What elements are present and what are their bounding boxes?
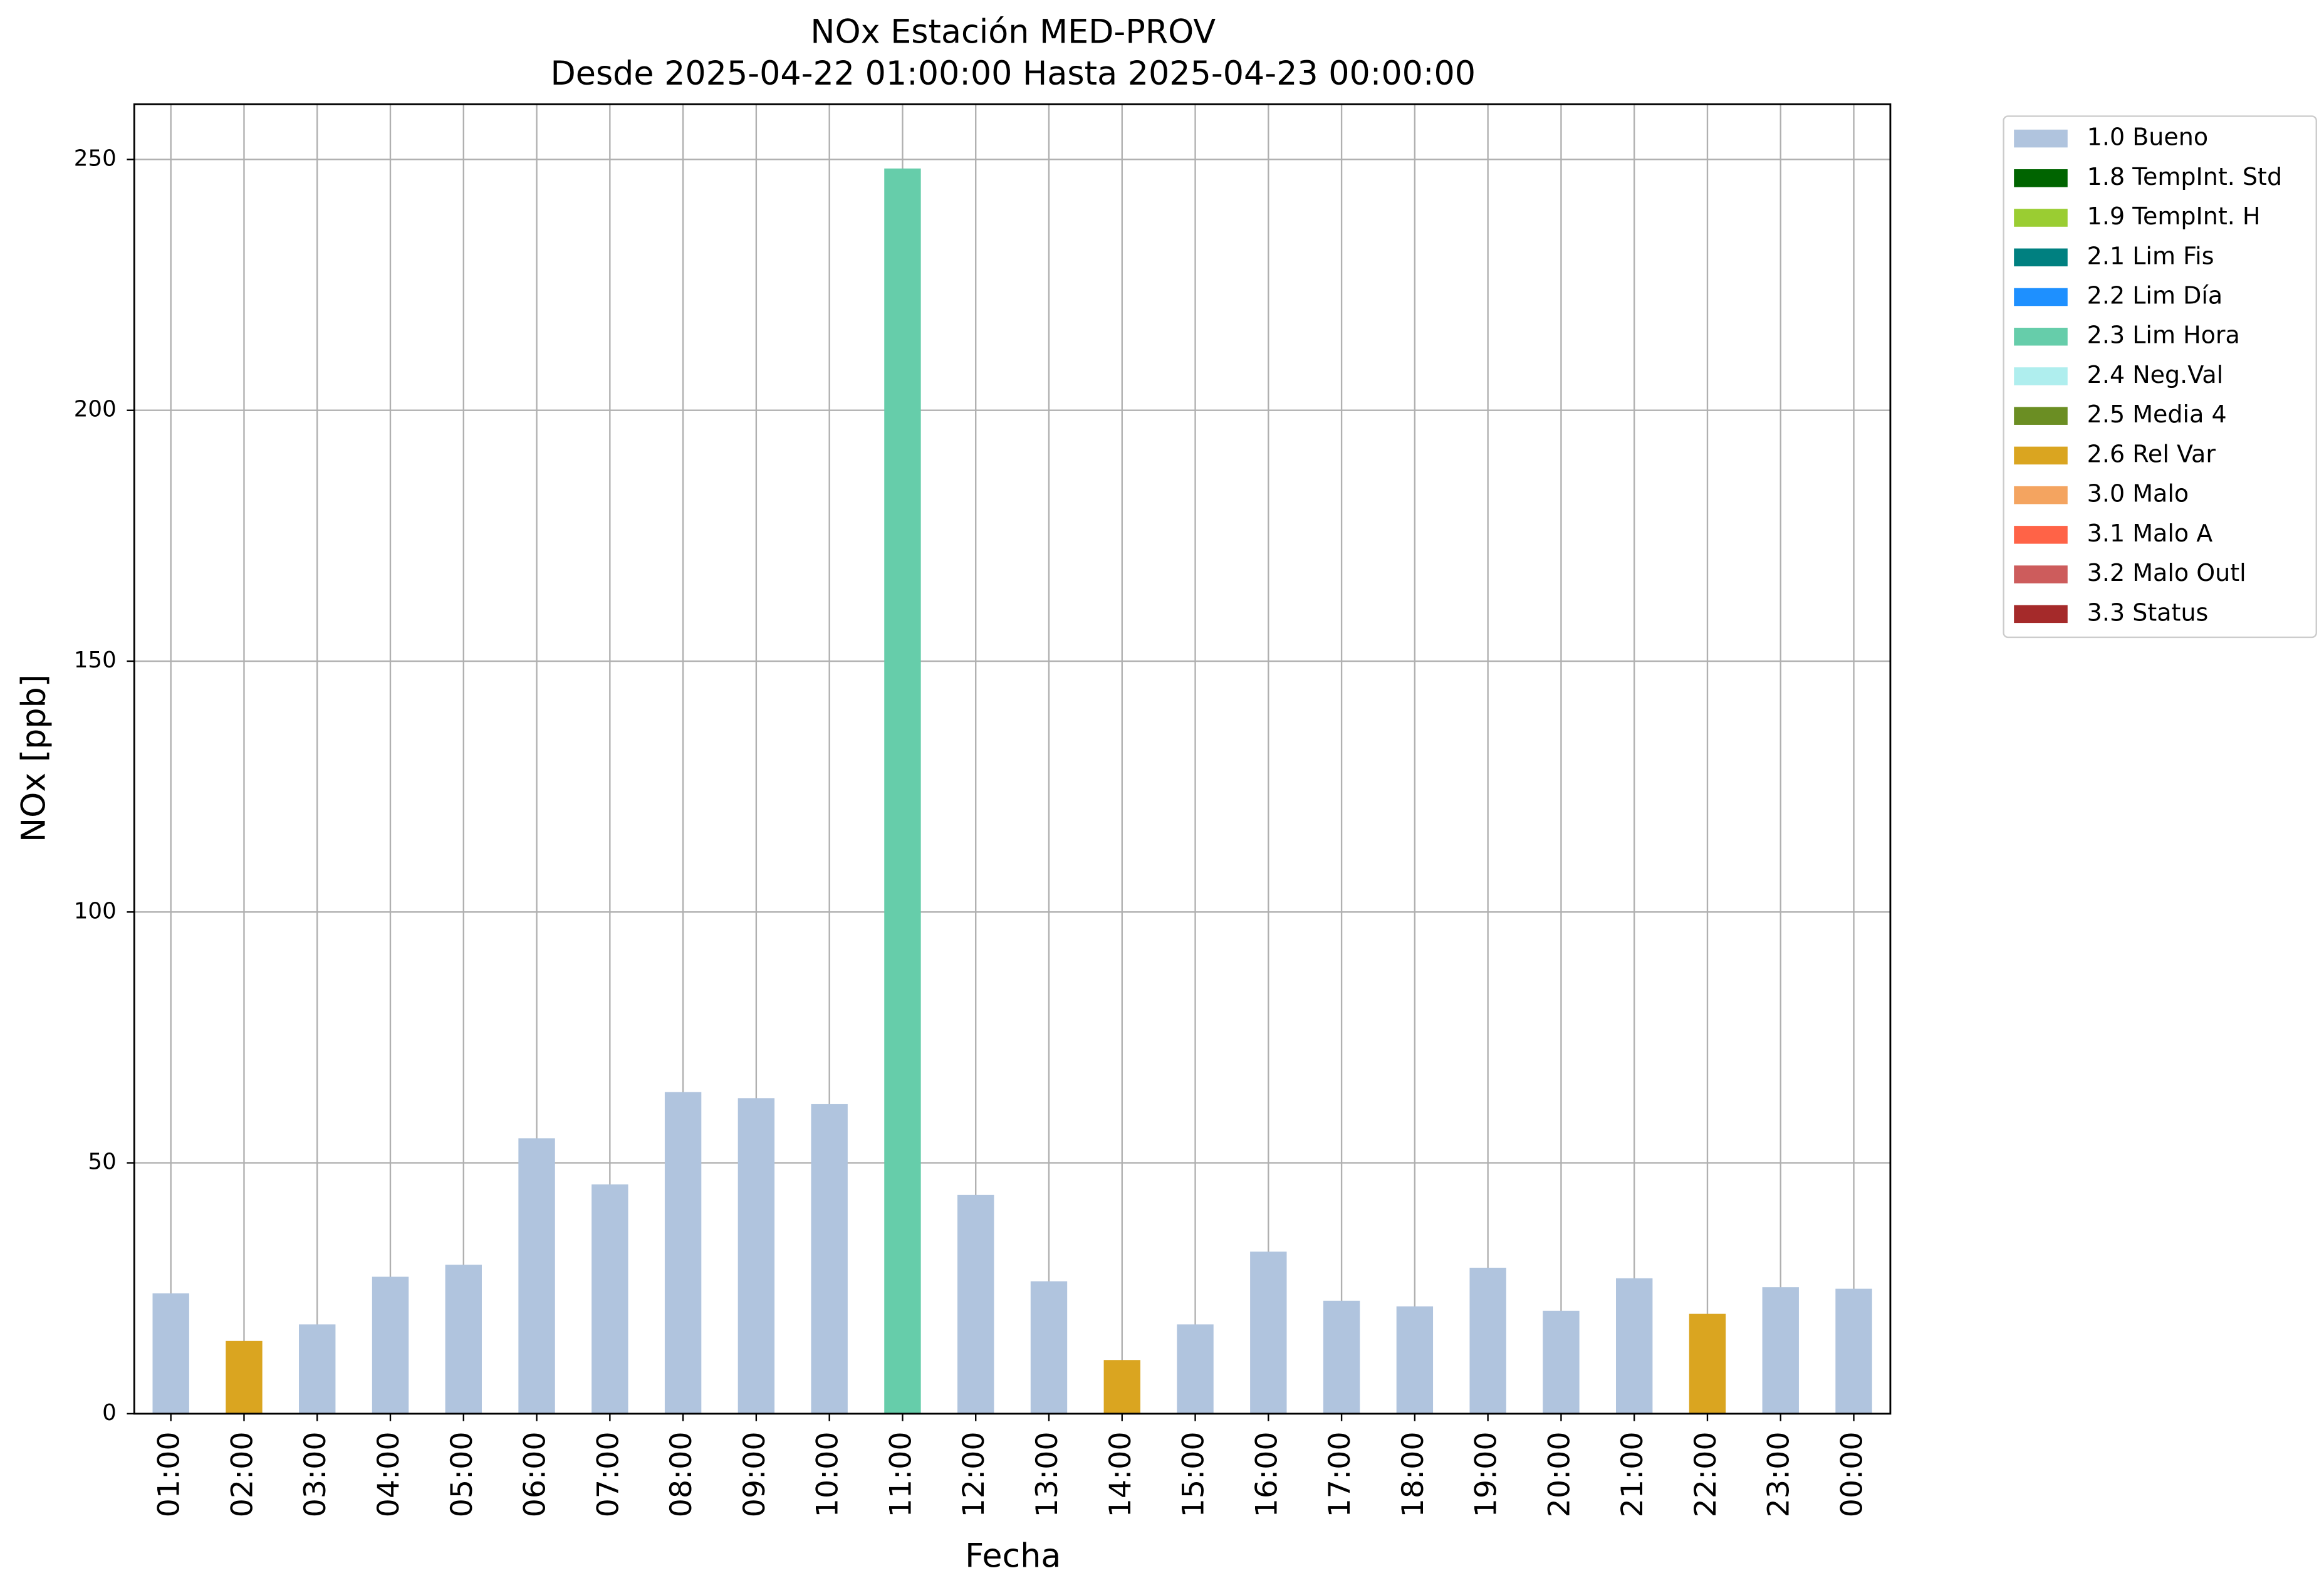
- bar: [1030, 1281, 1068, 1414]
- legend-label: 1.0 Bueno: [2087, 123, 2208, 151]
- bar: [299, 1324, 336, 1414]
- x-tick-label: 15:00: [1177, 1431, 1211, 1517]
- x-tick-label: 17:00: [1323, 1431, 1357, 1517]
- legend-label: 3.0 Malo: [2087, 480, 2189, 508]
- x-tick-label: 01:00: [152, 1431, 187, 1517]
- plot-frame: [133, 103, 1892, 1415]
- x-tick-label: 07:00: [591, 1431, 625, 1517]
- legend-swatch: [2014, 169, 2068, 187]
- bar: [811, 1104, 848, 1414]
- bar: [1250, 1251, 1287, 1414]
- legend-swatch: [2014, 288, 2068, 306]
- y-tick-label: 250: [74, 145, 117, 171]
- legend-label: 2.4 Neg.Val: [2087, 361, 2224, 389]
- legend-label: 3.2 Malo Outl: [2087, 559, 2246, 587]
- x-tick-label: 21:00: [1615, 1431, 1650, 1517]
- x-tick-label: 14:00: [1103, 1431, 1138, 1517]
- bar: [1103, 1360, 1140, 1414]
- x-tick-label: 03:00: [298, 1431, 333, 1517]
- x-tick-label: 04:00: [372, 1431, 406, 1517]
- bar: [1396, 1306, 1434, 1414]
- legend-swatch: [2014, 327, 2068, 346]
- y-tick-label: 0: [102, 1400, 117, 1426]
- legend-swatch: [2014, 407, 2068, 425]
- x-tick-label: 06:00: [518, 1431, 553, 1517]
- y-tick-label: 100: [74, 898, 117, 924]
- bar: [445, 1265, 482, 1414]
- bar: [737, 1098, 775, 1414]
- y-axis-label: NOx [ppb]: [14, 674, 53, 842]
- x-tick-label: 10:00: [811, 1431, 845, 1517]
- x-tick-label: 20:00: [1542, 1431, 1576, 1517]
- chart-title: NOx Estación MED-PROV: [810, 13, 1216, 51]
- bar: [591, 1184, 628, 1414]
- bar: [664, 1092, 702, 1414]
- legend-label: 1.9 TempInt. H: [2087, 202, 2261, 230]
- legend-swatch: [2014, 565, 2068, 583]
- legend-swatch: [2014, 367, 2068, 385]
- x-tick-label: 11:00: [883, 1431, 918, 1517]
- legend-swatch: [2014, 248, 2068, 267]
- bar: [957, 1194, 994, 1414]
- legend-swatch: [2014, 129, 2068, 148]
- bar: [1323, 1300, 1360, 1414]
- legend-swatch: [2014, 486, 2068, 504]
- legend-swatch: [2014, 526, 2068, 544]
- legend-label: 2.3 Lim Hora: [2087, 321, 2240, 349]
- bar: [1469, 1267, 1506, 1414]
- y-tick-label: 150: [74, 647, 117, 673]
- bar: [1835, 1288, 1872, 1414]
- chart-subtitle: Desde 2025-04-22 01:00:00 Hasta 2025-04-…: [551, 55, 1476, 93]
- legend-box: [2003, 115, 2317, 639]
- legend-label: 2.2 Lim Día: [2087, 281, 2223, 309]
- x-tick-label: 02:00: [225, 1431, 259, 1517]
- x-tick-label: 09:00: [737, 1431, 772, 1517]
- x-tick-label: 19:00: [1469, 1431, 1504, 1517]
- bar: [884, 168, 921, 1414]
- legend-label: 2.6 Rel Var: [2087, 440, 2216, 468]
- legend-label: 2.1 Lim Fis: [2087, 242, 2214, 269]
- y-tick-label: 200: [74, 397, 117, 422]
- x-tick-label: 23:00: [1762, 1431, 1796, 1517]
- bar: [518, 1138, 555, 1414]
- legend-swatch: [2014, 209, 2068, 227]
- x-tick-label: 05:00: [445, 1431, 479, 1517]
- bar: [1689, 1314, 1726, 1414]
- x-tick-label: 08:00: [664, 1431, 699, 1517]
- legend-swatch: [2014, 605, 2068, 624]
- x-tick-label: 12:00: [957, 1431, 991, 1517]
- legend-label: 3.3 Status: [2087, 598, 2209, 626]
- bar: [226, 1340, 263, 1414]
- bar: [372, 1277, 409, 1414]
- x-axis-label: Fecha: [965, 1537, 1061, 1575]
- x-tick-label: 18:00: [1396, 1431, 1430, 1517]
- bar: [1615, 1278, 1653, 1414]
- x-tick-label: 22:00: [1689, 1431, 1723, 1517]
- bar: [1762, 1287, 1799, 1414]
- legend-label: 3.1 Malo A: [2087, 520, 2213, 547]
- legend-label: 2.5 Media 4: [2087, 400, 2227, 428]
- x-tick-label: 00:00: [1835, 1431, 1870, 1517]
- bar: [152, 1293, 189, 1414]
- legend-label: 1.8 TempInt. Std: [2087, 163, 2282, 191]
- bar: [1177, 1324, 1214, 1414]
- bar: [1543, 1310, 1580, 1414]
- x-tick-label: 13:00: [1030, 1431, 1065, 1517]
- y-tick-label: 50: [88, 1149, 116, 1175]
- legend-swatch: [2014, 446, 2068, 465]
- x-tick-label: 16:00: [1249, 1431, 1284, 1517]
